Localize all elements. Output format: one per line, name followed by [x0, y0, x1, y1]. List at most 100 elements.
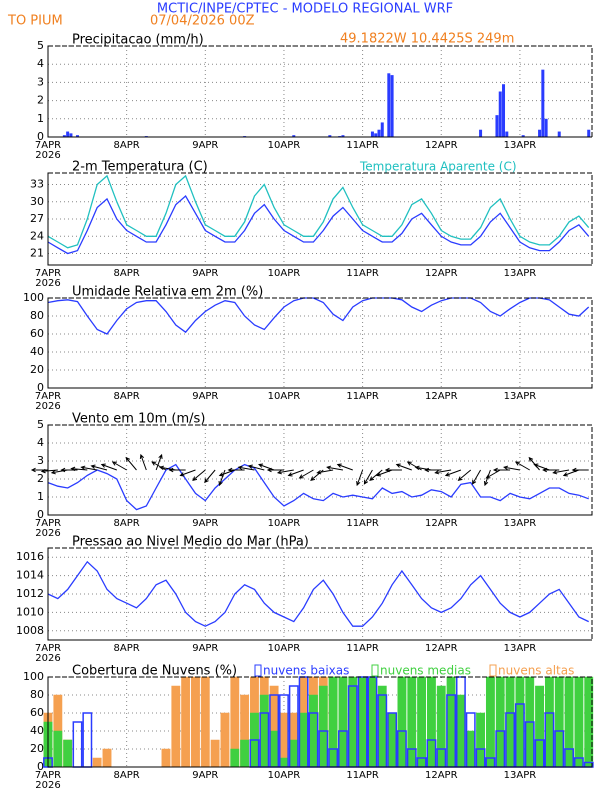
- x-tick-label: 7APR: [35, 140, 61, 151]
- wind-arrow: [218, 469, 226, 487]
- x-tick-label: 12APR: [425, 391, 458, 402]
- bar: [210, 739, 220, 768]
- wind-arrow: [514, 461, 530, 471]
- bar: [358, 676, 368, 768]
- legend-swatch: [489, 664, 497, 677]
- bar: [466, 730, 476, 768]
- wind-arrow: [151, 461, 167, 471]
- wind-arrow: [276, 469, 294, 475]
- y-tick-label: 80: [30, 309, 44, 322]
- panel-title: Cobertura de Nuvens (%): [72, 664, 237, 679]
- y-tick-label: 1012: [16, 587, 44, 600]
- y-tick-label: 33: [30, 178, 44, 191]
- run-date: 07/04/2026 00Z: [150, 14, 255, 29]
- x-tick-label: 7APR: [35, 643, 61, 654]
- y-tick-label: 0: [37, 130, 44, 143]
- wind-arrow: [30, 467, 48, 473]
- y-tick-label: 100: [23, 291, 44, 304]
- y-tick-label: 1: [37, 490, 44, 503]
- x-tick-label: 7APR: [35, 268, 61, 279]
- bar: [502, 84, 506, 137]
- wind-arrow: [503, 465, 520, 471]
- bar: [541, 69, 545, 137]
- x-tick-label: 8APR: [114, 643, 140, 654]
- bar: [269, 730, 279, 768]
- wind-arrow: [316, 469, 334, 475]
- bar: [456, 694, 466, 768]
- wind-arrow: [533, 463, 550, 471]
- wind-arrow: [80, 465, 98, 471]
- x-tick-label: 9APR: [192, 770, 218, 781]
- wind-arrow: [310, 469, 324, 481]
- bar: [82, 712, 93, 768]
- bar: [390, 75, 394, 137]
- coordinates: 49.1822W 10.4425S 249m: [340, 32, 514, 47]
- wind-arrow: [369, 469, 383, 481]
- bar: [53, 730, 63, 768]
- wind-arrow: [376, 469, 393, 477]
- wind-arrow: [258, 463, 275, 471]
- y-tick-label: 0: [37, 760, 44, 773]
- y-tick-label: 2: [37, 472, 44, 485]
- panel-title: Vento em 10m (m/s): [72, 412, 205, 427]
- bar: [515, 676, 525, 768]
- bar: [505, 131, 509, 137]
- legend-label: Temperatura Aparente (C): [359, 160, 517, 174]
- bar: [554, 676, 564, 768]
- x-tick-label: 11APR: [346, 770, 379, 781]
- y-tick-label: 1: [37, 112, 44, 125]
- wind-arrow: [287, 469, 304, 477]
- legend-label: nuvens medias: [380, 664, 471, 678]
- y-tick-label: 3: [37, 454, 44, 467]
- bar: [341, 135, 345, 137]
- legend-label: nuvens altas: [498, 664, 574, 678]
- x-tick-label: 10APR: [268, 268, 301, 279]
- wind-arrow: [90, 464, 108, 471]
- bar: [587, 129, 591, 137]
- bar: [370, 131, 374, 137]
- x-tick-label: 8APR: [114, 140, 140, 151]
- bar: [220, 712, 230, 768]
- x-tick-label: 13APR: [504, 140, 537, 151]
- wind-arrow: [70, 466, 88, 472]
- bar: [181, 676, 191, 768]
- x-tick-label: 9APR: [192, 140, 218, 151]
- y-tick-label: 20: [30, 363, 44, 376]
- wind-arrow: [125, 456, 137, 471]
- wind-arrow: [179, 469, 196, 477]
- y-tick-label: 3: [37, 75, 44, 88]
- x-tick-label: 13APR: [504, 518, 537, 529]
- bar: [66, 131, 70, 137]
- y-tick-label: 0: [37, 381, 44, 394]
- x-tick-label: 10APR: [268, 140, 301, 151]
- bar: [62, 135, 66, 137]
- bar: [200, 676, 210, 768]
- bar: [564, 676, 574, 768]
- wind-arrow: [168, 467, 186, 473]
- wind-arrow: [457, 469, 472, 481]
- series-line: [47, 194, 590, 255]
- bar: [368, 676, 377, 768]
- wind-arrow: [192, 469, 206, 481]
- x-tick-label: 11APR: [346, 643, 379, 654]
- bar: [171, 685, 181, 768]
- bar: [299, 712, 309, 768]
- wind-arrow: [111, 461, 127, 471]
- x-tick-label: 8APR: [114, 268, 140, 279]
- wind-arrow: [472, 469, 482, 485]
- bar: [377, 129, 381, 137]
- bar: [446, 676, 456, 768]
- bar: [102, 748, 112, 768]
- panel-frame: [47, 297, 593, 389]
- bar: [417, 676, 427, 768]
- wind-arrow: [571, 467, 589, 473]
- series-line: [47, 297, 590, 335]
- wind-arrow: [356, 469, 364, 487]
- bar: [259, 694, 269, 768]
- x-year-label: 2026: [35, 150, 60, 161]
- bar: [292, 135, 296, 137]
- x-tick-label: 10APR: [268, 391, 301, 402]
- bar: [387, 73, 391, 137]
- y-tick-label: 60: [30, 706, 44, 719]
